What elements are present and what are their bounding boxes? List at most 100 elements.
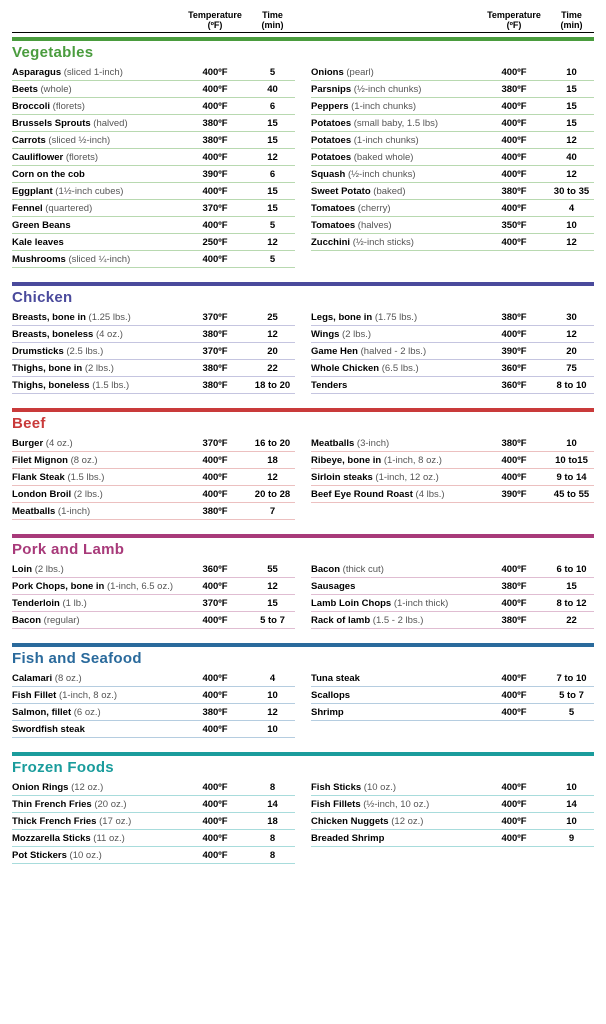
- column-headers: Temperature(ºF) Time(min) Temperature(ºF…: [12, 10, 594, 30]
- food-row: Potatoes (baked whole)400ºF40: [311, 149, 594, 166]
- food-temp: 400ºF: [479, 598, 549, 609]
- section-columns: Burger (4 oz.)370ºF16 to 20Filet Mignon …: [12, 435, 594, 520]
- food-row: Rack of lamb (1.5 - 2 lbs.)380ºF22: [311, 612, 594, 629]
- food-temp: 400ºF: [180, 455, 250, 466]
- food-row: Wings (2 lbs.)400ºF12: [311, 326, 594, 343]
- food-name: Pot Stickers (10 oz.): [12, 850, 180, 861]
- food-row: Potatoes (1-inch chunks)400ºF12: [311, 132, 594, 149]
- food-name: Lamb Loin Chops (1-inch thick): [311, 598, 479, 609]
- food-name: Calamari (8 oz.): [12, 673, 180, 684]
- food-time: 6 to 10: [549, 564, 594, 575]
- food-time: 8: [250, 782, 295, 793]
- food-name: Bacon (thick cut): [311, 564, 479, 575]
- food-name: Legs, bone in (1.75 lbs.): [311, 312, 479, 323]
- food-row: Scallops400ºF5 to 7: [311, 687, 594, 704]
- food-time: 10: [549, 220, 594, 231]
- food-name: Wings (2 lbs.): [311, 329, 479, 340]
- food-row: Beef Eye Round Roast (4 lbs.)390ºF45 to …: [311, 486, 594, 503]
- food-name: Ribeye, bone in (1-inch, 8 oz.): [311, 455, 479, 466]
- food-row: Cauliflower (florets)400ºF12: [12, 149, 295, 166]
- food-temp: 400ºF: [479, 67, 549, 78]
- column-right: Onions (pearl)400ºF10Parsnips (½-inch ch…: [311, 64, 594, 268]
- food-name: Sausages: [311, 581, 479, 592]
- food-temp: 400ºF: [479, 799, 549, 810]
- food-row: Filet Mignon (8 oz.)400ºF18: [12, 452, 295, 469]
- column-right: Bacon (thick cut)400ºF6 to 10Sausages380…: [311, 561, 594, 629]
- food-row: London Broil (2 lbs.)400ºF20 to 28: [12, 486, 295, 503]
- food-row: Peppers (1-inch chunks)400ºF15: [311, 98, 594, 115]
- food-time: 8: [250, 833, 295, 844]
- food-temp: 400ºF: [180, 833, 250, 844]
- column-left: Calamari (8 oz.)400ºF4Fish Fillet (1-inc…: [12, 670, 295, 738]
- food-name: Rack of lamb (1.5 - 2 lbs.): [311, 615, 479, 626]
- food-temp: 380ºF: [180, 707, 250, 718]
- section-bar: [12, 534, 594, 538]
- food-row: Fennel (quartered)370ºF15: [12, 200, 295, 217]
- food-row: Breasts, bone in (1.25 lbs.)370ºF25: [12, 309, 295, 326]
- food-time: 18 to 20: [250, 380, 295, 391]
- food-name: Broccoli (florets): [12, 101, 180, 112]
- food-temp: 370ºF: [180, 438, 250, 449]
- food-temp: 380ºF: [479, 186, 549, 197]
- food-time: 15: [250, 598, 295, 609]
- food-temp: 400ºF: [180, 799, 250, 810]
- food-name: London Broil (2 lbs.): [12, 489, 180, 500]
- food-time: 8 to 10: [549, 380, 594, 391]
- food-time: 15: [250, 135, 295, 146]
- food-row: Sirloin steaks (1-inch, 12 oz.)400ºF9 to…: [311, 469, 594, 486]
- food-name: Kale leaves: [12, 237, 180, 248]
- food-row: Burger (4 oz.)370ºF16 to 20: [12, 435, 295, 452]
- food-name: Flank Steak (1.5 lbs.): [12, 472, 180, 483]
- food-name: Loin (2 lbs.): [12, 564, 180, 575]
- food-name: Fennel (quartered): [12, 203, 180, 214]
- food-row: Carrots (sliced ½-inch)380ºF15: [12, 132, 295, 149]
- food-time: 4: [549, 203, 594, 214]
- section-title: Chicken: [12, 289, 594, 306]
- food-time: 40: [549, 152, 594, 163]
- food-row: Calamari (8 oz.)400ºF4: [12, 670, 295, 687]
- food-time: 12: [250, 329, 295, 340]
- food-temp: 400ºF: [180, 101, 250, 112]
- food-name: Meatballs (1-inch): [12, 506, 180, 517]
- food-time: 15: [250, 186, 295, 197]
- food-time: 9: [549, 833, 594, 844]
- food-row: Chicken Nuggets (12 oz.)400ºF10: [311, 813, 594, 830]
- food-name: Peppers (1-inch chunks): [311, 101, 479, 112]
- food-row: Legs, bone in (1.75 lbs.)380ºF30: [311, 309, 594, 326]
- food-row: Kale leaves250ºF12: [12, 234, 295, 251]
- food-temp: 400ºF: [479, 782, 549, 793]
- food-time: 20: [549, 346, 594, 357]
- food-name: Breasts, boneless (4 oz.): [12, 329, 180, 340]
- section-bar: [12, 643, 594, 647]
- column-right: Tuna steak400ºF7 to 10Scallops400ºF5 to …: [311, 670, 594, 738]
- food-temp: 390ºF: [180, 169, 250, 180]
- food-time: 30: [549, 312, 594, 323]
- section: BeefBurger (4 oz.)370ºF16 to 20Filet Mig…: [12, 408, 594, 520]
- food-time: 30 to 35: [549, 186, 594, 197]
- food-temp: 360ºF: [479, 363, 549, 374]
- food-row: Onions (pearl)400ºF10: [311, 64, 594, 81]
- food-name: Tenders: [311, 380, 479, 391]
- food-time: 5: [250, 254, 295, 265]
- food-temp: 250ºF: [180, 237, 250, 248]
- food-name: Potatoes (baked whole): [311, 152, 479, 163]
- food-time: 12: [250, 237, 295, 248]
- food-temp: 400ºF: [479, 135, 549, 146]
- food-row: Tenderloin (1 lb.)370ºF15: [12, 595, 295, 612]
- food-row: Mushrooms (sliced ¼-inch)400ºF5: [12, 251, 295, 268]
- food-name: Zucchini (½-inch sticks): [311, 237, 479, 248]
- food-row: Shrimp400ºF5: [311, 704, 594, 721]
- food-time: 22: [549, 615, 594, 626]
- food-temp: 400ºF: [479, 472, 549, 483]
- food-temp: 360ºF: [479, 380, 549, 391]
- food-temp: 400ºF: [180, 186, 250, 197]
- food-row: Pot Stickers (10 oz.)400ºF8: [12, 847, 295, 864]
- food-name: Fish Sticks (10 oz.): [311, 782, 479, 793]
- food-name: Corn on the cob: [12, 169, 180, 180]
- food-temp: 380ºF: [180, 329, 250, 340]
- food-row: Lamb Loin Chops (1-inch thick)400ºF8 to …: [311, 595, 594, 612]
- section: Chicken Breasts, bone in (1.25 lbs.)370ºF…: [12, 282, 594, 394]
- food-temp: 400ºF: [180, 615, 250, 626]
- column-left: Onion Rings (12 oz.)400ºF8Thin French Fr…: [12, 779, 295, 864]
- food-temp: 400ºF: [180, 850, 250, 861]
